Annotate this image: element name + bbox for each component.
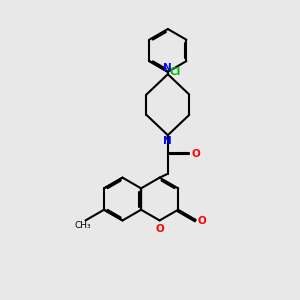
Text: O: O xyxy=(191,149,200,160)
Text: O: O xyxy=(198,215,207,226)
Text: Cl: Cl xyxy=(169,67,181,77)
Text: N: N xyxy=(164,63,172,73)
Text: CH₃: CH₃ xyxy=(74,221,91,230)
Text: N: N xyxy=(164,136,172,146)
Text: O: O xyxy=(155,224,164,234)
